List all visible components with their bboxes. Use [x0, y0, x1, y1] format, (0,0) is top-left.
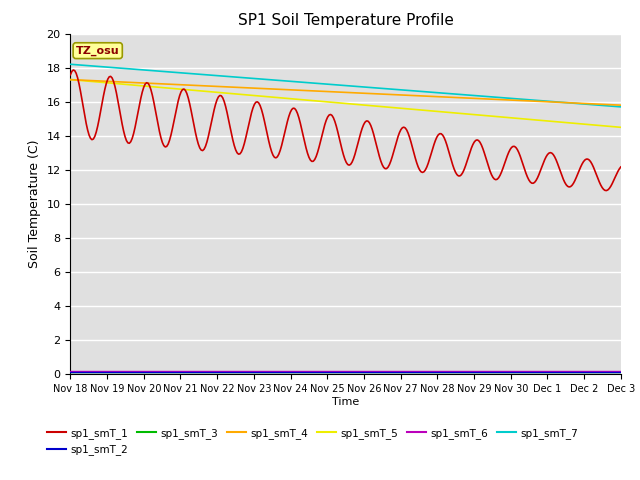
- X-axis label: Time: Time: [332, 397, 359, 407]
- Text: TZ_osu: TZ_osu: [76, 46, 120, 56]
- Y-axis label: Soil Temperature (C): Soil Temperature (C): [28, 140, 41, 268]
- Legend: sp1_smT_1, sp1_smT_2, sp1_smT_3, sp1_smT_4, sp1_smT_5, sp1_smT_6, sp1_smT_7: sp1_smT_1, sp1_smT_2, sp1_smT_3, sp1_smT…: [43, 424, 583, 459]
- Title: SP1 Soil Temperature Profile: SP1 Soil Temperature Profile: [237, 13, 454, 28]
